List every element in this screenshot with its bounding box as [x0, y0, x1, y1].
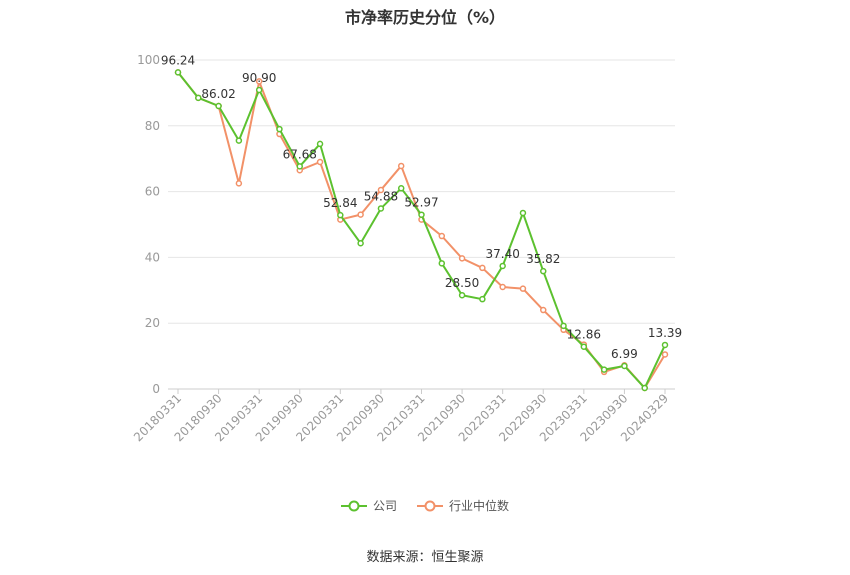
- legend-marker-company-icon: [340, 500, 367, 511]
- series-1-point: [316, 158, 324, 166]
- series-1-point: [519, 285, 527, 292]
- series-1-point: [357, 211, 364, 218]
- series-0-point: [377, 205, 385, 212]
- data-label: 86.02: [201, 87, 235, 101]
- series-1-point: [458, 255, 466, 262]
- data-label-layer: 96.24 86.02 90.90 67.68 52.84 54.88 52.97 28.50…: [161, 53, 682, 361]
- series-1-point: [255, 78, 263, 85]
- series-0-point: [255, 86, 263, 94]
- legend-label-company: 公司: [372, 499, 397, 513]
- y-tick-label: 20: [145, 316, 160, 330]
- series-1-point: [235, 180, 243, 187]
- series-layer: [174, 69, 669, 392]
- data-label: 6.99: [611, 347, 638, 361]
- data-label: 28.50: [445, 276, 479, 290]
- series-0-point: [215, 102, 222, 110]
- series-0-point: [316, 140, 324, 148]
- series-0-point: [519, 209, 527, 217]
- legend-item-company[interactable]: 公司: [340, 497, 397, 514]
- series-0-point: [195, 94, 202, 102]
- series-1-point: [397, 162, 405, 170]
- y-tick-label: 0: [152, 382, 160, 396]
- series-0-point: [174, 69, 182, 76]
- series-0-point: [235, 137, 243, 144]
- series-0-point: [540, 267, 547, 275]
- legend-item-industry-median[interactable]: 行业中位数: [417, 497, 509, 514]
- series-0-point: [296, 163, 303, 170]
- series-1-point: [479, 264, 486, 272]
- series-1-point: [540, 306, 547, 314]
- data-label: 96.24: [161, 53, 195, 67]
- legend: 公司 行业中位数: [0, 497, 850, 514]
- series-0-point: [580, 343, 588, 350]
- data-label: 35.82: [526, 252, 560, 266]
- data-label: 90.90: [242, 71, 276, 85]
- y-tick-label: 80: [145, 119, 160, 133]
- y-tick-label: 60: [145, 185, 160, 199]
- data-label: 52.84: [323, 196, 357, 210]
- series-0-point: [560, 322, 567, 330]
- data-label: 67.68: [283, 147, 317, 161]
- series-0-point: [458, 291, 466, 299]
- data-label: 12.86: [567, 328, 601, 342]
- series-0-point: [600, 366, 608, 373]
- series-0-point: [438, 260, 446, 267]
- chart-title: 市净率历史分位（%）: [344, 8, 506, 27]
- series-0-point: [397, 185, 405, 192]
- data-label: 52.97: [404, 196, 438, 210]
- series-0-point: [499, 262, 506, 270]
- series-0-point: [621, 362, 628, 370]
- series-0-point: [641, 384, 648, 392]
- legend-label-industry-median: 行业中位数: [449, 499, 510, 513]
- series-1-point: [438, 232, 446, 240]
- series-1-point: [377, 186, 385, 194]
- data-source: 数据来源：恒生聚源: [366, 550, 484, 565]
- series-0-point: [276, 125, 283, 133]
- data-label: 13.39: [648, 326, 682, 340]
- series-1-point: [661, 351, 669, 358]
- series-1-point: [499, 283, 506, 291]
- series-0-point: [337, 211, 344, 219]
- series-0-point: [661, 341, 669, 349]
- y-tick-label: 100: [137, 53, 160, 67]
- data-label: 54.88: [364, 189, 398, 203]
- series-0-point: [479, 295, 486, 303]
- y-tick-label: 40: [145, 250, 160, 264]
- legend-marker-industry-icon: [417, 500, 443, 511]
- data-label: 37.40: [485, 247, 519, 261]
- series-0-point: [357, 240, 364, 247]
- series-0-point: [418, 211, 425, 218]
- axis-layer: 0204060801002018033120180930201903312019…: [131, 53, 671, 444]
